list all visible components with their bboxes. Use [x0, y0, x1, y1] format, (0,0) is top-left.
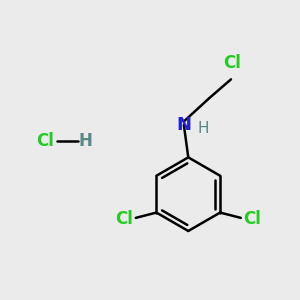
Text: Cl: Cl	[224, 54, 242, 72]
Text: Cl: Cl	[243, 210, 261, 228]
Text: H: H	[79, 132, 93, 150]
Text: N: N	[176, 116, 191, 134]
Text: H: H	[197, 121, 208, 136]
Text: Cl: Cl	[37, 132, 54, 150]
Text: Cl: Cl	[116, 210, 134, 228]
